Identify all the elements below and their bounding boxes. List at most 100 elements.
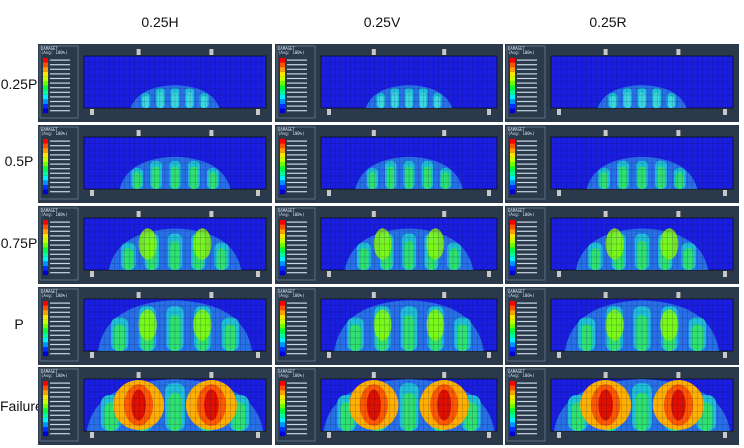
legend-swatch xyxy=(280,175,285,181)
legend-swatch xyxy=(280,342,285,347)
legend-value-text xyxy=(517,391,537,393)
legend-box xyxy=(506,126,546,200)
mesh-lines xyxy=(551,379,733,431)
legend-value-text xyxy=(287,87,307,89)
load-point-icon xyxy=(371,49,376,55)
legend-title: DAMAGET (Avg: 100%) xyxy=(278,208,305,218)
legend-swatch xyxy=(43,427,48,432)
legend-value-text xyxy=(517,311,537,313)
legend-swatch xyxy=(43,81,48,86)
legend-swatch xyxy=(280,385,285,391)
legend-swatch xyxy=(280,157,285,162)
legend-swatch xyxy=(43,417,48,423)
legend-value-text xyxy=(50,96,70,98)
legend-swatch xyxy=(510,417,515,423)
mesh-lines xyxy=(321,299,497,351)
legend-value-text xyxy=(50,140,70,142)
legend-swatch xyxy=(510,238,515,243)
legend-value-text xyxy=(517,353,537,355)
legend-value-text xyxy=(287,91,307,93)
legend-value-text xyxy=(50,239,70,242)
legend-value-text xyxy=(50,343,70,346)
legend-value-text xyxy=(287,382,307,384)
legend-swatch xyxy=(43,152,48,158)
support-icon xyxy=(487,271,491,277)
legend-value-text xyxy=(517,140,537,142)
legend-swatch xyxy=(43,58,48,63)
legend-swatch xyxy=(280,85,285,91)
legend-value-text xyxy=(517,87,537,89)
contour-plot xyxy=(39,368,267,442)
load-point-icon xyxy=(676,130,681,136)
legend-swatch xyxy=(510,351,515,357)
legend-value-text xyxy=(50,59,70,61)
legend-value-text xyxy=(287,82,307,84)
legend-box xyxy=(276,45,316,119)
legend-swatch xyxy=(510,143,515,149)
legend-swatch xyxy=(43,71,48,77)
legend-swatch xyxy=(280,324,285,329)
load-point-icon xyxy=(136,292,141,298)
legend-swatch xyxy=(280,185,285,190)
legend-value-text xyxy=(50,64,70,66)
legend-swatch xyxy=(43,314,48,320)
load-point-icon xyxy=(209,372,214,378)
load-point-icon xyxy=(442,292,447,298)
legend-swatch xyxy=(510,99,515,104)
support-icon xyxy=(90,271,94,277)
support-icon xyxy=(723,271,727,277)
legend-swatch xyxy=(510,385,515,391)
legend-title: DAMAGET (Avg: 100%) xyxy=(278,46,305,56)
contour-plot xyxy=(39,207,267,281)
legend-swatch xyxy=(510,399,515,404)
legend-swatch xyxy=(280,252,285,257)
mesh-lines xyxy=(84,218,266,270)
legend-value-text xyxy=(517,73,537,75)
legend-swatch xyxy=(280,305,285,311)
legend-swatch xyxy=(280,180,285,185)
legend-swatch xyxy=(280,62,285,68)
legend-swatch xyxy=(510,256,515,262)
legend-value-text xyxy=(287,253,307,255)
legend-swatch xyxy=(510,431,515,437)
legend-value-text xyxy=(517,172,537,174)
legend-value-text xyxy=(287,221,307,223)
legend-swatch xyxy=(280,261,285,266)
legend-swatch xyxy=(510,90,515,95)
legend-value-text xyxy=(517,428,537,430)
legend-value-text xyxy=(50,158,70,161)
load-point-icon xyxy=(209,130,214,136)
legend-swatch xyxy=(510,261,515,266)
legend-value-text xyxy=(50,154,70,156)
load-point-icon xyxy=(442,372,447,378)
legend-swatch xyxy=(280,81,285,86)
legend-value-text xyxy=(517,348,537,350)
legend-swatch xyxy=(280,247,285,253)
legend-swatch xyxy=(43,305,48,311)
contour-plot xyxy=(39,45,267,119)
legend-box xyxy=(39,288,79,362)
legend-swatch xyxy=(280,256,285,262)
support-icon xyxy=(557,352,561,358)
load-point-icon xyxy=(371,130,376,136)
legend-swatch xyxy=(510,166,515,172)
legend-swatch xyxy=(43,162,48,167)
legend-swatch xyxy=(43,90,48,95)
legend-title: DAMAGET (Avg: 100%) xyxy=(508,127,535,137)
support-icon xyxy=(487,352,491,358)
contour-panel: DAMAGET (Avg: 100%) xyxy=(275,125,503,203)
legend-value-text xyxy=(50,330,70,332)
legend-value-text xyxy=(287,353,307,355)
legend-value-text xyxy=(517,158,537,161)
support-icon xyxy=(487,432,491,438)
legend-value-text xyxy=(287,262,307,265)
legend-value-text xyxy=(517,149,537,151)
legend-value-text xyxy=(517,253,537,255)
legend-value-text xyxy=(50,391,70,393)
legend-value-text xyxy=(287,181,307,184)
legend-swatch xyxy=(43,185,48,190)
legend-value-text xyxy=(287,149,307,151)
column-header-0.25V: 0.25V xyxy=(363,14,401,30)
legend-swatch xyxy=(280,413,285,418)
legend-value-text xyxy=(287,226,307,228)
